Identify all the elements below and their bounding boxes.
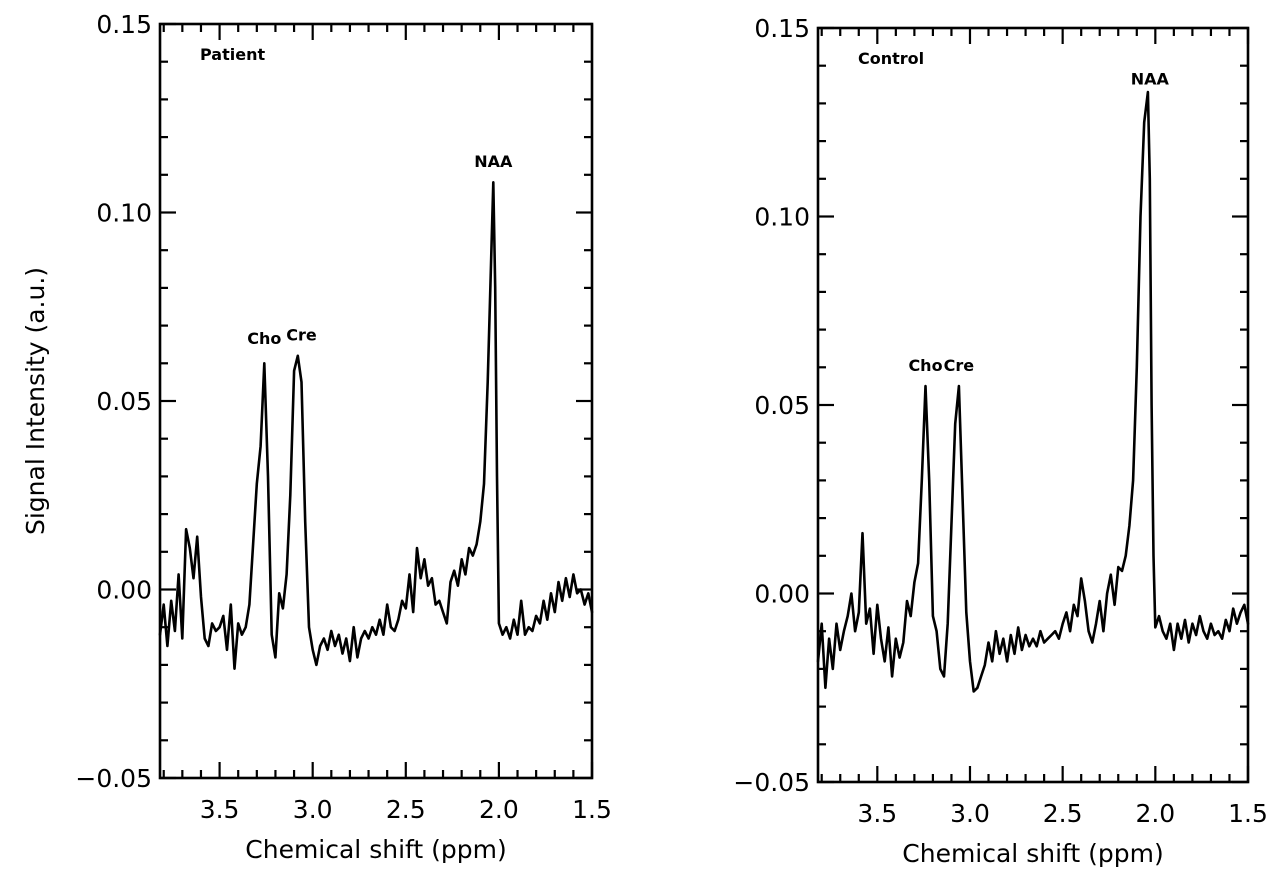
- x-tick-label: 3.5: [200, 795, 240, 824]
- x-tick-label: 3.0: [293, 795, 333, 824]
- x-tick-label: 1.5: [572, 795, 612, 824]
- chart-panel-1: 3.5 3.0 2.5 2.0 1.5 0.15 0.10 0.05 0.00 −0.05 Pati…: [21, 10, 612, 864]
- x-axis-title: Chemical shift (ppm): [902, 839, 1163, 868]
- peak-label-naa: NAA: [1131, 69, 1170, 88]
- panel-label: Patient: [200, 45, 265, 64]
- x-tick-label: 2.0: [1135, 799, 1175, 828]
- panel-label: Control: [858, 49, 924, 68]
- x-tick-label: 1.5: [1228, 799, 1268, 828]
- peak-label-cho: Cho: [908, 356, 942, 375]
- peak-label-cre: Cre: [944, 356, 975, 375]
- y-tick-label: 0.05: [754, 391, 810, 420]
- y-tick-label: 0.00: [96, 576, 152, 605]
- y-axis-title: Signal Intensity (a.u.): [21, 267, 50, 535]
- plot-frame: [158, 22, 594, 780]
- x-tick-label: 3.0: [950, 799, 990, 828]
- y-tick-label: 0.10: [96, 199, 152, 228]
- x-axis-title: Chemical shift (ppm): [245, 835, 506, 864]
- x-tick-label: 3.5: [857, 799, 897, 828]
- y-tick-label: 0.00: [754, 580, 810, 609]
- spectrum-trace: [158, 181, 594, 671]
- plot-frame: [816, 26, 1250, 784]
- y-tick-label: 0.05: [96, 387, 152, 416]
- peak-label-naa: NAA: [474, 152, 513, 171]
- spectrum-trace: [816, 90, 1250, 693]
- y-tick-label: −0.05: [733, 768, 810, 797]
- y-tick-label: 0.10: [754, 203, 810, 232]
- y-tick-label: 0.15: [96, 10, 152, 39]
- x-tick-label: 2.5: [1043, 799, 1083, 828]
- chart-panel-2: 3.5 3.0 2.5 2.0 1.5 0.15 0.10 0.05 0.00 −0.05 Cont…: [733, 14, 1268, 868]
- peak-label-cre: Cre: [286, 325, 317, 344]
- peak-label-cho: Cho: [247, 329, 281, 348]
- y-tick-label: 0.15: [754, 14, 810, 43]
- y-tick-label: −0.05: [75, 764, 152, 793]
- x-tick-label: 2.5: [386, 795, 426, 824]
- x-tick-label: 2.0: [479, 795, 519, 824]
